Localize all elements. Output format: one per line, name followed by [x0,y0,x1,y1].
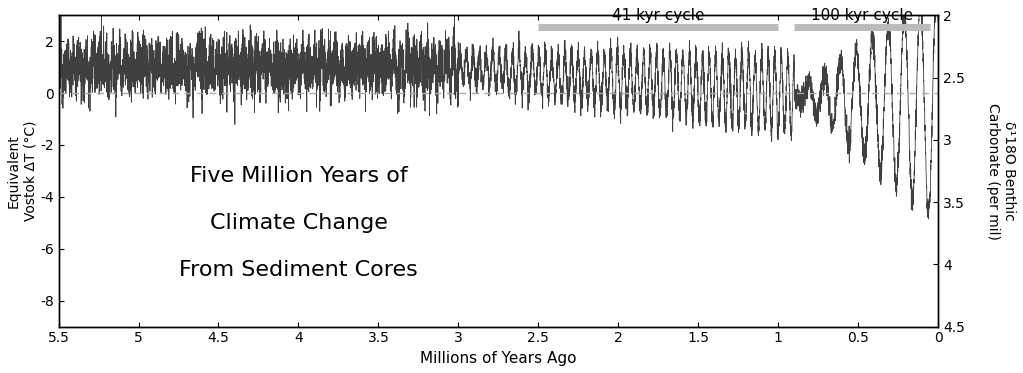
Text: From Sediment Cores: From Sediment Cores [179,260,417,279]
Y-axis label: Equivalent
Vostok ΔT (°C): Equivalent Vostok ΔT (°C) [7,121,37,221]
Text: Five Million Years of: Five Million Years of [189,166,407,186]
Y-axis label: δ¹18O Benthic
Carbonate (per mil): δ¹18O Benthic Carbonate (per mil) [986,103,1016,239]
Text: 41 kyr cycle: 41 kyr cycle [612,7,705,22]
X-axis label: Millions of Years Ago: Millions of Years Ago [420,351,577,366]
Text: Climate Change: Climate Change [210,213,388,233]
Text: 100 kyr cycle: 100 kyr cycle [811,7,914,22]
